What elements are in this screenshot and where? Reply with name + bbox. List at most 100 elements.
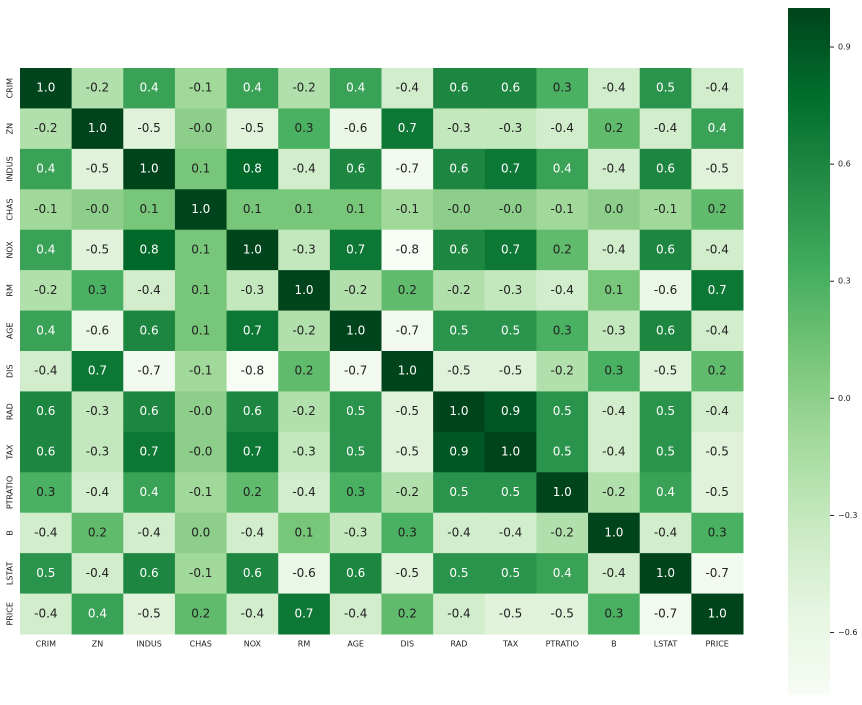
cell-label: 0.5 — [36, 566, 55, 580]
cell — [226, 310, 279, 352]
cell — [329, 391, 382, 433]
cell-label: 0.7 — [501, 242, 520, 256]
cell-label: 0.3 — [553, 81, 572, 95]
cell — [536, 270, 589, 312]
cell-label: 0.7 — [501, 162, 520, 176]
cell — [226, 351, 279, 392]
cell — [639, 553, 692, 595]
cell — [484, 68, 537, 109]
cell-label: 0.4 — [36, 242, 55, 256]
cell — [381, 512, 434, 554]
cell — [174, 229, 228, 271]
cell — [536, 512, 589, 554]
cell-label: 0.7 — [708, 283, 727, 297]
cell-label: -0.5 — [396, 404, 419, 418]
y-tick-label: PRICE — [6, 602, 15, 625]
cell — [20, 351, 73, 392]
cell-label: -0.4 — [602, 81, 625, 95]
cell — [691, 68, 744, 109]
cell — [536, 593, 589, 635]
cell — [226, 553, 279, 595]
cell — [123, 229, 176, 271]
cell — [691, 310, 744, 352]
cell-label: 1.0 — [398, 364, 417, 378]
cell — [484, 229, 537, 271]
cell-label: 0.4 — [140, 81, 159, 95]
cell-label: -0.5 — [396, 566, 419, 580]
cell-label: -0.5 — [705, 162, 728, 176]
cell-label: -0.3 — [241, 283, 264, 297]
cell-label: 1.0 — [501, 445, 520, 459]
cell — [639, 68, 692, 109]
cell-label: 0.3 — [553, 323, 572, 337]
y-tick-label: CHAS — [6, 198, 15, 220]
cell — [691, 553, 744, 595]
cell — [588, 148, 641, 190]
cell-label: 0.5 — [553, 404, 572, 418]
colorbar — [788, 8, 830, 695]
cell — [174, 472, 228, 514]
cell — [226, 229, 279, 271]
colorbar-tick-label: −0.3 — [838, 511, 857, 520]
cell-label: 0.4 — [553, 162, 572, 176]
cell — [381, 229, 434, 271]
cell-label: 0.3 — [604, 364, 623, 378]
cell-label: -0.0 — [189, 404, 212, 418]
cell — [484, 431, 537, 473]
cell-label: 0.7 — [88, 364, 107, 378]
cell-label: 0.5 — [656, 404, 675, 418]
cell-label: -0.4 — [241, 606, 264, 620]
cell-label: -0.7 — [705, 566, 728, 580]
cell — [433, 310, 486, 352]
cell — [691, 108, 744, 150]
cell-label: 0.5 — [656, 445, 675, 459]
x-tick-label: DIS — [401, 640, 415, 649]
cell — [433, 472, 486, 514]
cell — [484, 108, 537, 150]
cell — [174, 310, 228, 352]
cell — [123, 310, 176, 352]
cell — [123, 553, 176, 595]
cell — [536, 351, 589, 392]
cell — [588, 351, 641, 392]
cell — [226, 431, 279, 473]
cell — [71, 593, 124, 635]
cell — [484, 472, 537, 514]
cell — [174, 553, 228, 595]
cell — [639, 270, 692, 312]
cell-label: -0.1 — [189, 81, 212, 95]
cell — [123, 68, 176, 109]
cell — [536, 472, 589, 514]
cell — [20, 472, 73, 514]
cell — [123, 270, 176, 312]
cell — [278, 351, 331, 392]
cell-label: 0.7 — [294, 606, 313, 620]
cell-label: 1.0 — [88, 121, 107, 135]
cell — [123, 472, 176, 514]
cell — [20, 270, 73, 312]
cell — [639, 391, 692, 433]
cell-label: 1.0 — [243, 242, 262, 256]
cell-label: 0.7 — [140, 445, 159, 459]
x-tick-label: AGE — [347, 640, 364, 649]
cell-label: 0.1 — [346, 202, 365, 216]
cell-label: -0.4 — [344, 606, 367, 620]
cell — [536, 148, 589, 190]
cell — [278, 553, 331, 595]
colorbar-tick-label: −0.6 — [838, 628, 857, 637]
cell-label: 0.2 — [708, 202, 727, 216]
cell-label: 0.2 — [708, 364, 727, 378]
cell-label: 0.7 — [346, 242, 365, 256]
cell — [20, 68, 73, 109]
cell — [71, 553, 124, 595]
cell-label: -0.4 — [602, 404, 625, 418]
cell — [278, 68, 331, 109]
cell-label: 0.4 — [36, 162, 55, 176]
cell — [226, 270, 279, 312]
cell — [278, 108, 331, 150]
colorbar-tick-label: 0.3 — [838, 277, 851, 286]
cell-label: -0.5 — [499, 606, 522, 620]
cell-label: -0.0 — [189, 445, 212, 459]
cell — [278, 472, 331, 514]
cell — [71, 431, 124, 473]
